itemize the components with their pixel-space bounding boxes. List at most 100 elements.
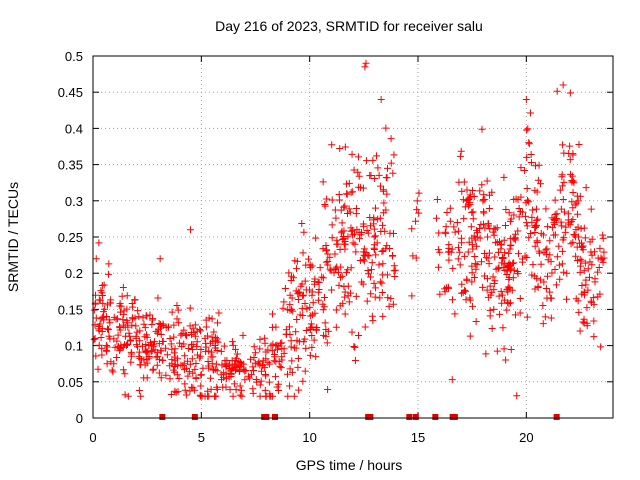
data-point <box>537 260 545 268</box>
data-point <box>301 367 309 375</box>
data-point <box>354 168 362 176</box>
data-point <box>239 331 247 339</box>
data-point <box>298 280 306 288</box>
data-point <box>558 182 566 190</box>
y-tick-label: 0.2 <box>65 266 83 281</box>
data-point <box>295 289 303 297</box>
data-point <box>544 272 552 280</box>
data-point <box>241 367 249 375</box>
data-point <box>457 147 465 155</box>
data-point <box>375 171 383 179</box>
data-point <box>299 291 307 299</box>
data-point <box>285 269 293 277</box>
data-point <box>471 252 479 260</box>
data-point <box>319 306 327 314</box>
data-point <box>460 178 468 186</box>
data-point <box>352 205 360 213</box>
data-point <box>120 307 128 315</box>
data-point <box>532 205 540 213</box>
data-point <box>458 187 466 195</box>
data-point <box>324 327 332 335</box>
data-point <box>188 383 196 391</box>
data-point <box>598 255 606 263</box>
data-point <box>466 191 474 199</box>
data-point <box>460 215 468 223</box>
data-point <box>445 256 453 264</box>
data-point <box>575 140 583 148</box>
data-point <box>551 231 559 239</box>
data-point <box>532 221 540 229</box>
data-point <box>582 281 590 289</box>
data-point <box>288 357 296 365</box>
data-point <box>138 342 146 350</box>
data-point <box>355 331 363 339</box>
data-point <box>134 307 142 315</box>
data-point <box>321 294 329 302</box>
data-point <box>566 221 574 229</box>
data-point <box>339 236 347 244</box>
data-point <box>250 343 258 351</box>
data-point <box>186 360 194 368</box>
data-point <box>236 391 244 399</box>
data-point <box>555 242 563 250</box>
data-point <box>182 364 190 372</box>
data-point <box>470 232 478 240</box>
data-point <box>547 314 555 322</box>
data-point <box>141 324 149 332</box>
data-point <box>323 339 331 347</box>
data-point <box>338 272 346 280</box>
data-point <box>237 358 245 366</box>
data-point <box>100 313 108 321</box>
data-point <box>308 332 316 339</box>
data-point <box>197 371 205 379</box>
data-point <box>289 307 297 315</box>
data-point <box>300 228 308 236</box>
data-point <box>264 358 272 366</box>
data-point <box>578 239 586 247</box>
data-point <box>189 340 197 348</box>
data-point <box>521 166 529 174</box>
data-point <box>448 376 456 384</box>
data-point <box>500 236 508 244</box>
data-point <box>370 216 378 224</box>
data-point <box>98 282 106 290</box>
data-point <box>415 189 423 197</box>
data-point <box>185 368 193 376</box>
data-point <box>328 286 336 294</box>
data-point <box>369 156 377 164</box>
data-point <box>589 294 597 302</box>
data-point <box>233 363 241 371</box>
data-point <box>90 306 98 314</box>
data-point <box>286 382 294 390</box>
data-point <box>343 180 351 188</box>
data-point <box>148 347 156 355</box>
data-point <box>331 250 339 258</box>
data-point <box>92 314 100 322</box>
data-point <box>464 248 472 256</box>
data-point <box>539 302 547 310</box>
data-point <box>293 315 301 323</box>
data-point <box>553 253 561 261</box>
data-point <box>285 323 293 331</box>
data-point <box>286 301 294 309</box>
data-point <box>542 284 550 292</box>
data-point <box>578 282 586 290</box>
data-point <box>338 219 346 227</box>
data-point <box>162 371 170 379</box>
data-point <box>472 317 480 325</box>
data-point <box>288 368 296 376</box>
data-point <box>324 385 332 393</box>
data-point <box>370 233 378 241</box>
data-point <box>123 317 131 325</box>
data-point <box>499 254 507 262</box>
data-point <box>332 306 340 314</box>
data-point <box>249 363 257 371</box>
data-point <box>208 333 216 341</box>
data-point <box>408 225 416 233</box>
data-point <box>569 177 577 185</box>
data-point <box>114 315 122 323</box>
data-point <box>98 325 106 333</box>
data-point <box>315 286 323 294</box>
data-point <box>247 355 255 363</box>
data-point <box>443 208 451 216</box>
